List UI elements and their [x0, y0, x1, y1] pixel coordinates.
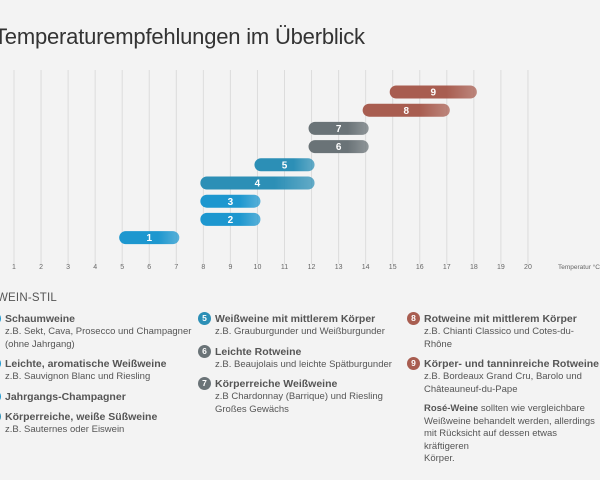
- x-tick-label: 6: [147, 264, 151, 271]
- x-tick-label: 16: [416, 264, 424, 271]
- x-tick-label: 19: [497, 264, 505, 271]
- legend-title: Körperreiche, weiße Süßweine: [5, 410, 158, 423]
- range-bar-4: [200, 176, 315, 190]
- legend-item-3: 3 Jahrgangs-Champagner: [0, 389, 195, 404]
- x-tick-label: 1: [12, 264, 16, 271]
- x-tick-label: 15: [389, 264, 397, 271]
- legend-description: z.B. Sauvignon Blanc und Riesling: [5, 371, 151, 382]
- range-bar-3: [200, 194, 261, 208]
- x-tick-label: 7: [174, 264, 178, 271]
- legend-title: Rotweine mit mittlerem Körper: [424, 313, 577, 325]
- x-tick-label: 10: [254, 264, 262, 271]
- x-tick-label: 18: [470, 264, 478, 271]
- legend-badge: 9: [407, 357, 420, 370]
- legend-badge: 3: [0, 389, 1, 403]
- x-tick-label: 17: [443, 264, 451, 271]
- x-tick-label: 14: [362, 264, 370, 271]
- legend-title: Körper- und tanninreiche Rotweine: [424, 358, 600, 370]
- bar-label-9: 9: [430, 88, 436, 99]
- legend-column-2: 5 Weißweine mit mittlerem Körper z.B. Grau…: [198, 312, 405, 423]
- legend-badge: 8: [407, 312, 420, 325]
- rose-note-text: sollten wie vergleichbare Weißweine beha…: [424, 403, 595, 464]
- bar-label-8: 8: [403, 106, 409, 117]
- temperature-chart: 1 2 3 4 5 6 7 8 9 10 11 12 13 14 15 16 17 18 19 20 Temperatu…: [12, 70, 600, 271]
- x-tick-label: 12: [308, 264, 316, 271]
- legend-item-9: 9 Körper- und tanninreiche Rotweine z.B. B…: [407, 357, 600, 396]
- x-tick-label: 11: [281, 264, 288, 271]
- rose-note-bold: Rosé-Weine: [424, 403, 479, 414]
- bar-label-2: 2: [228, 215, 234, 226]
- legend-description: z.B. Grauburgunder und Weißburgunder: [215, 326, 385, 337]
- legend-description: z.B. Chianti Classico und Cotes-du-Rhône: [424, 326, 574, 350]
- legend-item-7: 7 Körperreiche Weißweine z.B Chardonnay (B…: [198, 377, 405, 416]
- bar-label-5: 5: [282, 160, 288, 171]
- x-tick-label: 8: [201, 264, 205, 271]
- legend-heading: WEIN-STIL: [0, 292, 57, 304]
- legend-title: Leichte, aromatische Weißweine: [5, 358, 167, 370]
- x-axis-label: Temperatur °C: [558, 263, 600, 271]
- legend-description: z.B. Sauternes oder Eiswein: [5, 423, 125, 435]
- x-tick-label: 9: [228, 264, 232, 271]
- x-tick-label: 3: [66, 264, 70, 271]
- x-tick-label: 13: [335, 264, 343, 271]
- legend-item-5: 5 Weißweine mit mittlerem Körper z.B. Grau…: [198, 312, 405, 339]
- legend-description: z.B Chardonnay (Barrique) und Riesling G…: [215, 391, 383, 415]
- bar-label-3: 3: [228, 197, 234, 208]
- bar-label-4: 4: [255, 179, 261, 190]
- legend-item-8: 8 Rotweine mit mittlerem Körper z.B. Chian…: [407, 312, 600, 351]
- legend-badge: 5: [198, 312, 211, 325]
- range-bar-7: [308, 121, 369, 135]
- range-bar-6: [308, 140, 369, 154]
- x-tick-label: 4: [93, 264, 97, 271]
- legend-title: Schaumweine: [5, 313, 76, 325]
- bar-label-1: 1: [146, 233, 152, 244]
- legend-item-6: 6 Leichte Rotweine z.B. Beaujolais und lei…: [198, 344, 405, 372]
- legend-title: Weißweine mit mittlerem Körper: [215, 313, 376, 325]
- x-tick-label: 2: [39, 264, 43, 271]
- range-bar-1: [119, 231, 180, 245]
- page-title: Temperaturempfehlungen im Überblick: [0, 24, 365, 49]
- range-bar-2: [200, 212, 261, 226]
- legend-title: Leichte Rotweine: [215, 345, 302, 358]
- range-bar-5: [254, 158, 315, 172]
- rose-note: Rosé-Weine sollten wie vergleichbare Wei…: [424, 403, 600, 466]
- legend-badge: 4: [0, 409, 1, 423]
- bar-label-7: 7: [336, 124, 342, 135]
- legend-description: z.B. Sekt, Cava, Prosecco und Champagner…: [5, 326, 192, 350]
- legend-badge: 2: [0, 357, 1, 370]
- legend-badge: 6: [198, 344, 211, 358]
- legend-description: z.B. Bordeaux Grand Cru, Barolo und Chât…: [424, 371, 582, 395]
- legend-column-3: 8 Rotweine mit mittlerem Körper z.B. Chian…: [407, 312, 600, 466]
- legend-description: z.B. Beaujolais und leichte Spätburgunde…: [215, 358, 392, 370]
- legend-badge: 7: [198, 377, 211, 390]
- x-tick-label: 5: [120, 264, 124, 271]
- bar-label-6: 6: [336, 142, 342, 153]
- legend-badge: 1: [0, 312, 1, 325]
- x-tick-label: 20: [524, 264, 532, 271]
- legend-title: Körperreiche Weißweine: [215, 378, 338, 390]
- range-bar-8: [362, 103, 450, 117]
- range-bar-9: [389, 85, 477, 99]
- legend-title: Jahrgangs-Champagner: [5, 390, 126, 403]
